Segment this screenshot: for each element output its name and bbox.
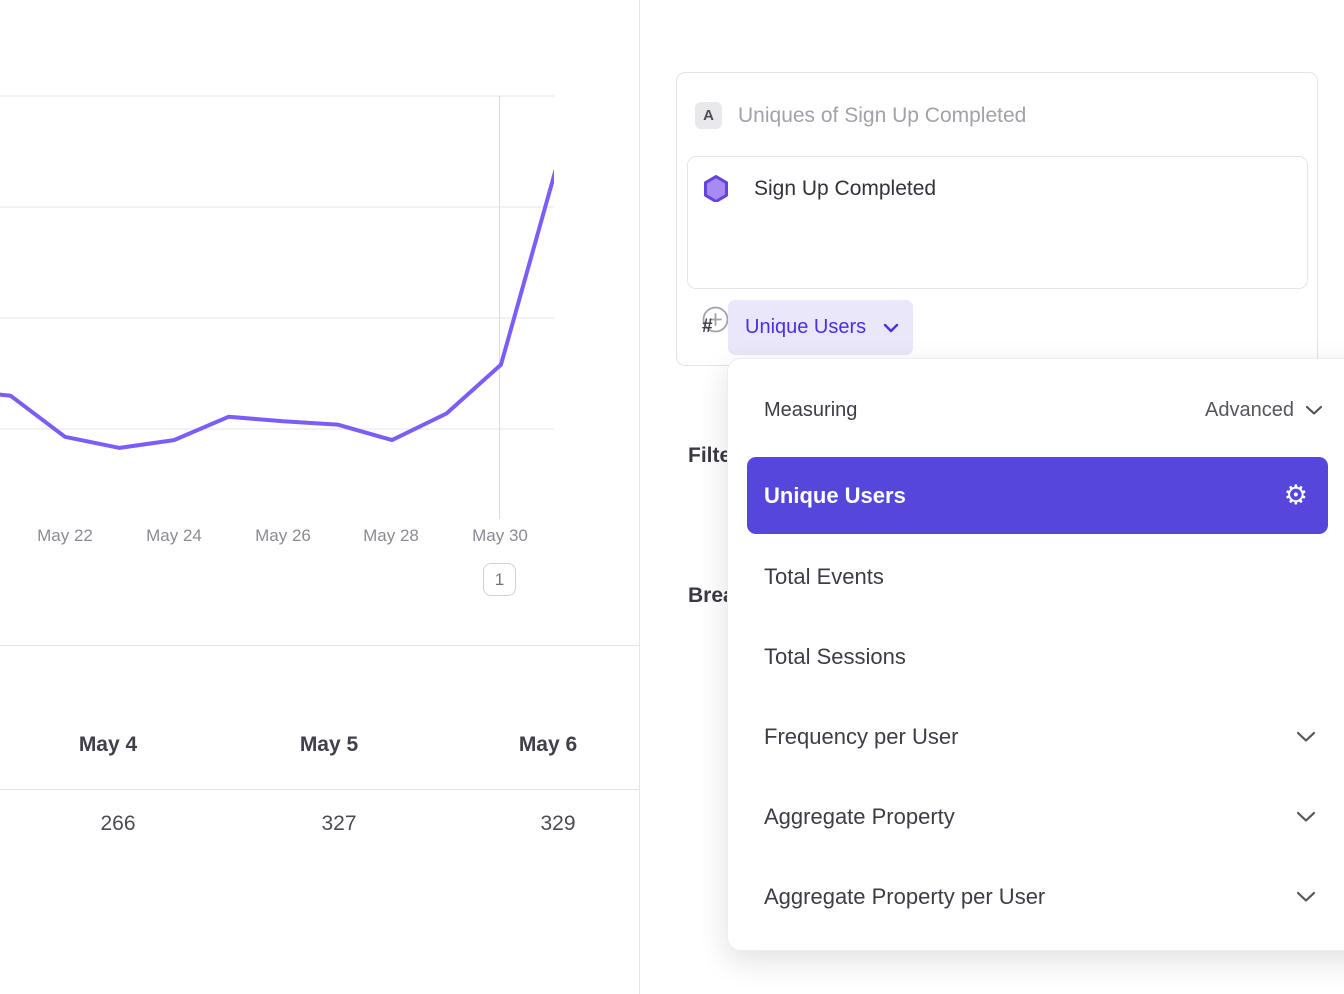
chart-panel: May 22 May 24 May 26 May 28 May 30 1 May… — [0, 0, 640, 994]
chevron-down-icon — [1296, 731, 1316, 743]
plus-circle-icon — [702, 306, 729, 338]
measurement-dropdown-button[interactable]: Unique Users — [728, 300, 913, 355]
chevron-down-icon — [1305, 405, 1323, 415]
table-cell: 329 — [540, 812, 576, 835]
advanced-label: Advanced — [1205, 399, 1294, 421]
menu-item-label: Total Events — [764, 564, 884, 589]
measuring-header-label: Measuring — [764, 399, 858, 421]
menu-item-unique-users[interactable]: Unique Users ⚙ — [747, 457, 1328, 534]
event-row[interactable]: Sign Up Completed — [688, 157, 1307, 221]
table-header-divider — [0, 789, 639, 790]
event-hexagon-icon — [702, 174, 730, 207]
event-card: Sign Up Completed Add Event — [687, 156, 1308, 333]
chart-gridlines — [0, 95, 554, 519]
x-axis-tick-label: May 26 — [255, 526, 311, 545]
add-event-button[interactable]: Add Event — [688, 222, 1307, 333]
advanced-mode-toggle[interactable]: Advanced — [1205, 399, 1323, 422]
measuring-menu-popover: Measuring Advanced Unique Users ⚙ Total … — [727, 358, 1344, 951]
measuring-menu-items: Total Events Total Sessions Frequency pe… — [728, 537, 1344, 937]
menu-item-aggregate-property-per-user[interactable]: Aggregate Property per User — [728, 857, 1344, 937]
table-column-header: May 6 — [518, 733, 578, 756]
menu-item-frequency-per-user[interactable]: Frequency per User — [728, 697, 1344, 777]
query-series-card: A Uniques of Sign Up Completed Sign Up C… — [676, 72, 1318, 366]
x-axis-tick-label: May 22 — [37, 526, 93, 545]
series-line — [0, 169, 554, 450]
x-axis-tick-label: May 24 — [146, 526, 202, 545]
panel-divider — [0, 645, 639, 646]
series-badge[interactable]: A — [695, 102, 722, 129]
table-column-header: May 4 — [78, 733, 138, 756]
gear-icon[interactable]: ⚙ — [1283, 480, 1308, 511]
menu-item-label: Total Sessions — [764, 644, 906, 669]
event-name: Sign Up Completed — [754, 177, 937, 200]
table-cell: 327 — [321, 812, 357, 835]
menu-item-total-events[interactable]: Total Events — [728, 537, 1344, 617]
chevron-down-icon — [1296, 891, 1316, 903]
x-axis-tick-label: May 28 — [363, 526, 419, 545]
table-cell: 266 — [100, 812, 136, 835]
series-title: Uniques of Sign Up Completed — [738, 104, 1027, 127]
annotation-marker[interactable]: 1 — [483, 563, 516, 596]
menu-item-label: Unique Users — [764, 482, 906, 508]
menu-item-label: Aggregate Property per User — [764, 884, 1046, 909]
table-column-header: May 5 — [299, 733, 359, 756]
measurement-label: Unique Users — [745, 316, 867, 338]
measuring-menu-header: Measuring Advanced — [764, 399, 1323, 422]
filter-section-heading: Filter — [688, 444, 740, 467]
chevron-down-icon — [883, 323, 899, 333]
menu-item-total-sessions[interactable]: Total Sessions — [728, 617, 1344, 697]
line-chart — [0, 95, 554, 519]
chevron-down-icon — [1296, 811, 1316, 823]
count-symbol: # — [702, 316, 713, 337]
menu-item-aggregate-property[interactable]: Aggregate Property — [728, 777, 1344, 857]
menu-item-label: Frequency per User — [764, 724, 959, 749]
menu-item-label: Aggregate Property — [764, 804, 955, 829]
x-axis-tick-label: May 30 — [472, 526, 528, 545]
